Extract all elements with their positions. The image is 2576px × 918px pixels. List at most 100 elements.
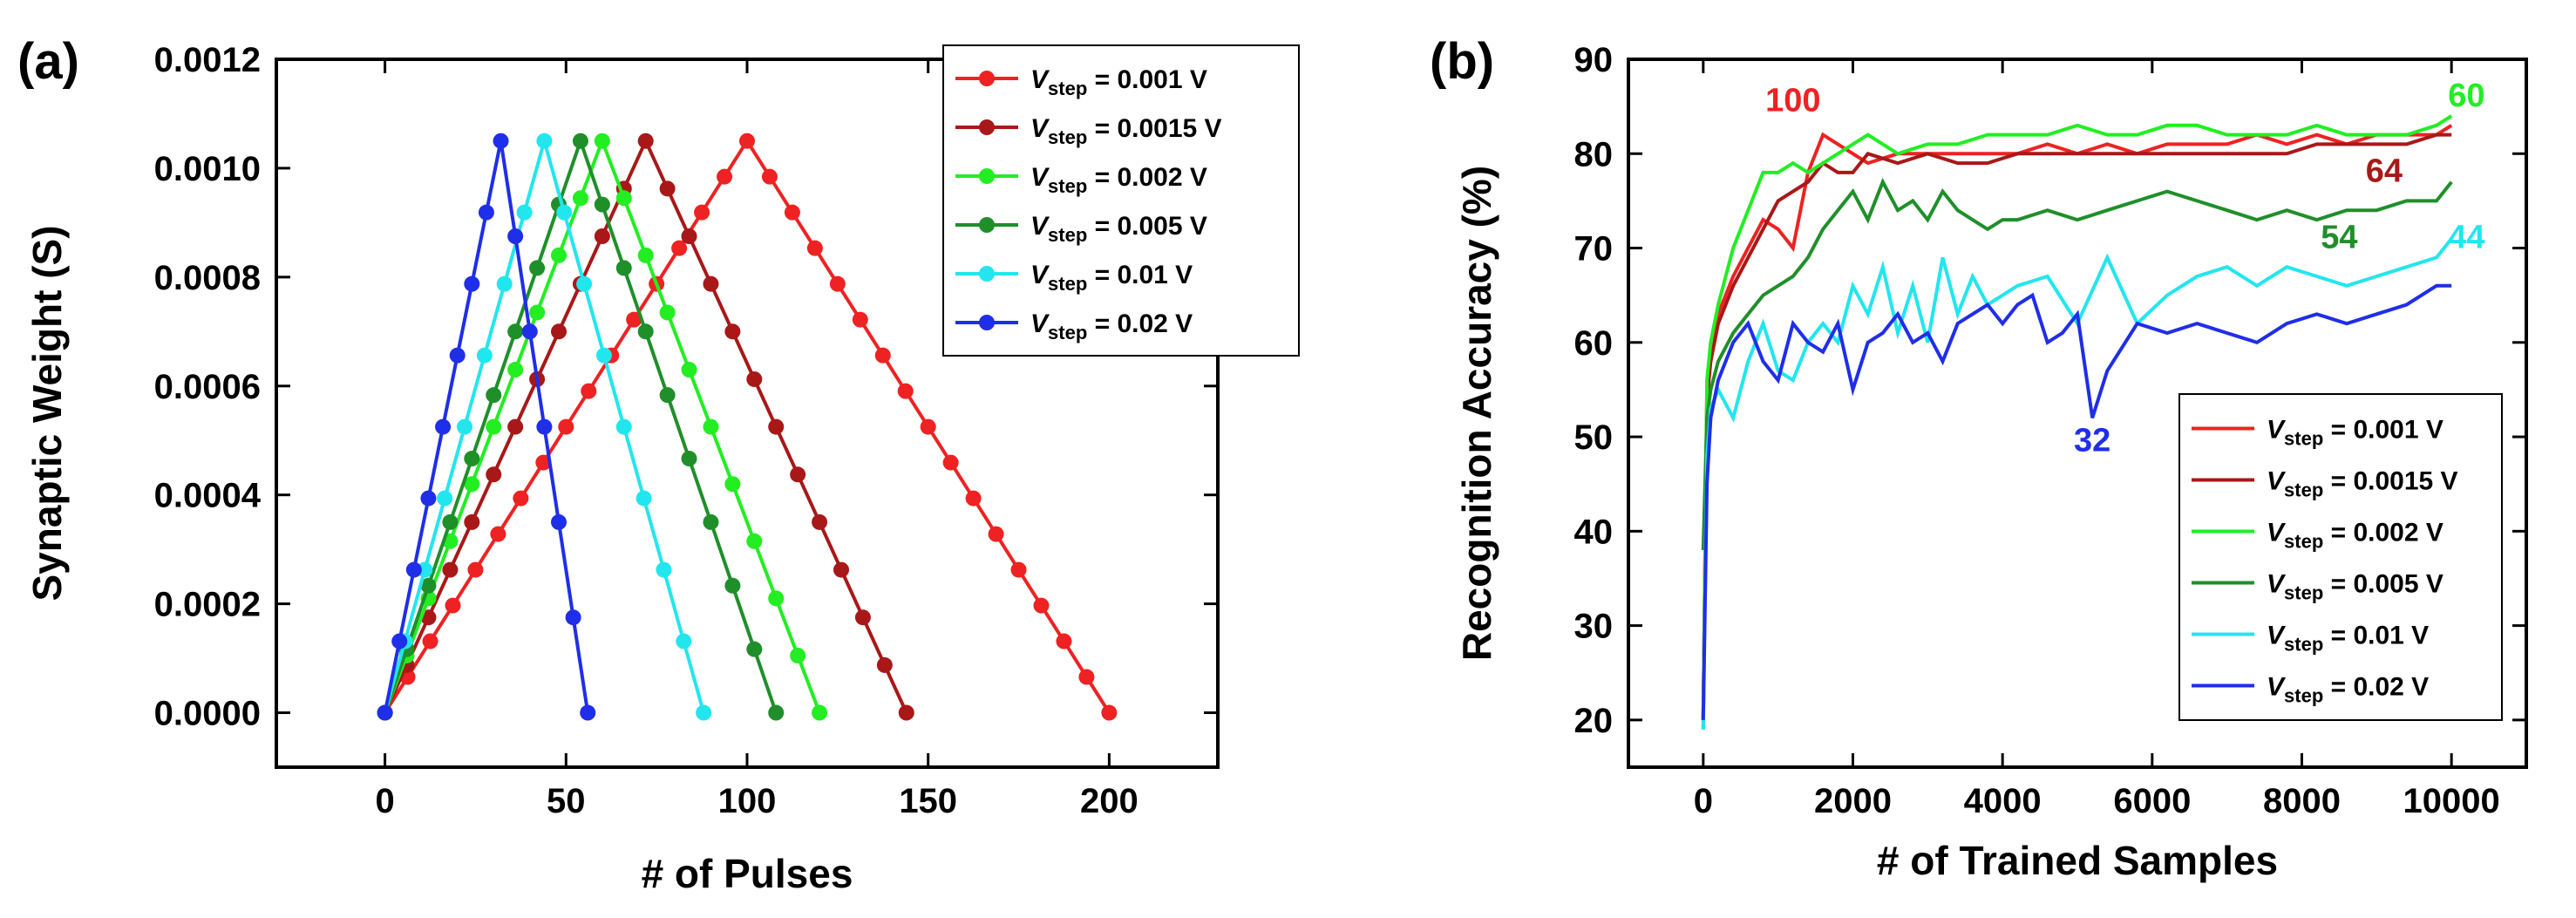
panel-a-x-tick-label: 100 [718, 782, 777, 820]
data-point-0.0015 [703, 275, 719, 292]
panel-a: (a) 0 50 100 150 200 0.0000 0.0002 0.0004 0.0006… [17, 33, 1300, 896]
data-point-0.02 [493, 133, 509, 149]
data-point-0.0015 [898, 704, 914, 721]
data-point-0.02 [391, 633, 408, 649]
data-point-0.02 [449, 347, 466, 364]
data-point-0.01 [556, 204, 573, 221]
data-point-0.002 [572, 190, 588, 207]
panel-a-y-tick-label: 0.0010 [154, 150, 261, 188]
data-point-0.02 [536, 418, 553, 435]
data-point-0.01 [516, 204, 533, 221]
data-point-0.0015 [833, 561, 849, 578]
data-point-0.005 [659, 387, 676, 404]
data-point-0.001 [490, 526, 506, 542]
data-point-0.005 [703, 513, 719, 530]
panel-a-legend-label-0.01: Vstep = 0.01 V [1030, 261, 1193, 295]
panel-a-legend-label-0.001: Vstep = 0.001 V [1030, 65, 1207, 99]
data-point-0.02 [420, 490, 437, 507]
data-point-0.001 [988, 526, 1004, 542]
series-line-0.001 [1701, 124, 2453, 720]
data-point-0.002 [681, 362, 697, 378]
data-point-0.0015 [746, 371, 763, 387]
data-point-0.02 [435, 418, 452, 435]
data-point-0.005 [594, 196, 610, 213]
panel-b-y-tick-label: 90 [1574, 41, 1614, 79]
panel-b-label: (b) [1430, 33, 1494, 90]
data-point-0.01 [536, 133, 553, 149]
panel-a-y-tick-label: 0.0012 [154, 41, 261, 79]
data-point-0.001 [1101, 704, 1118, 721]
data-point-0.01 [656, 561, 672, 578]
series-line-0.005 [1701, 177, 2453, 551]
data-point-0.01 [595, 347, 612, 364]
data-point-0.0015 [594, 228, 610, 244]
data-point-0.001 [897, 383, 914, 399]
data-point-0.0015 [724, 323, 741, 340]
data-point-0.02 [551, 513, 567, 530]
data-point-0.001 [422, 633, 438, 649]
panel-a-legend-marker-0.005 [979, 217, 995, 233]
data-point-0.02 [377, 704, 393, 721]
data-point-0.0015 [768, 418, 785, 435]
panel-a-y-axis-label: Synaptic Weight (S) [24, 225, 70, 601]
data-point-0.001 [965, 490, 982, 507]
data-point-0.02 [565, 609, 581, 626]
data-point-0.002 [637, 247, 654, 263]
data-point-0.001 [1010, 561, 1027, 578]
panel-b-series [1701, 114, 2453, 730]
data-point-0.0015 [854, 609, 871, 626]
panel-b-ticks: 0 2000 4000 6000 8000 10000 20 30 40 50 60 70 80 90 [1574, 41, 2526, 820]
data-point-0.001 [467, 561, 484, 578]
series-line-0.02 [1701, 283, 2452, 720]
data-point-0.002 [615, 190, 632, 207]
panel-b-y-tick-label: 30 [1574, 608, 1614, 646]
data-point-0.002 [768, 590, 785, 607]
annotation-54: 54 [2321, 220, 2357, 256]
data-point-0.001 [761, 168, 778, 185]
data-point-0.01 [476, 347, 493, 364]
panel-b-legend-label-0.01: Vstep = 0.01 V [2267, 622, 2429, 656]
panel-b-x-tick-label: 0 [1694, 782, 1713, 820]
panel-a-y-tick-label: 0.0004 [154, 477, 262, 515]
panel-a-x-tick-label: 150 [899, 782, 957, 820]
data-point-0.0015 [442, 561, 459, 578]
series-line-0.002 [1701, 114, 2453, 730]
panel-b-y-tick-label: 70 [1574, 230, 1614, 269]
data-point-0.0015 [812, 513, 828, 530]
data-point-0.005 [486, 387, 502, 404]
data-point-0.002 [790, 647, 806, 663]
data-point-0.01 [696, 704, 712, 721]
data-point-0.0015 [876, 656, 893, 673]
data-point-0.002 [551, 247, 567, 263]
data-point-0.005 [724, 577, 741, 594]
panel-b-y-tick-label: 50 [1574, 418, 1614, 457]
panel-b-legend-label-0.02: Vstep = 0.02 V [2267, 673, 2429, 707]
data-point-0.002 [812, 704, 828, 721]
data-point-0.001 [1078, 669, 1095, 685]
data-point-0.0015 [790, 466, 806, 483]
data-point-0.005 [768, 704, 785, 721]
data-point-0.005 [572, 133, 588, 149]
data-point-0.001 [558, 418, 574, 435]
panel-a-legend-marker-0.001 [979, 71, 995, 86]
data-point-0.01 [437, 490, 453, 507]
data-point-0.005 [637, 323, 654, 340]
data-point-0.01 [417, 561, 433, 578]
data-point-0.005 [442, 513, 459, 530]
data-point-0.01 [457, 418, 472, 435]
data-point-0.001 [942, 454, 959, 471]
panel-a-y-tick-label: 0.0000 [154, 695, 261, 733]
panel-b-legend-box [2178, 393, 2503, 721]
data-point-0.001 [1056, 633, 1072, 649]
panel-a-label: (a) [17, 33, 79, 90]
panel-a-x-tick-label: 200 [1080, 782, 1138, 820]
data-point-0.02 [478, 204, 494, 221]
data-point-0.001 [694, 204, 710, 221]
data-point-0.0015 [637, 133, 654, 149]
data-point-0.01 [636, 490, 652, 507]
data-point-0.02 [464, 275, 480, 292]
data-point-0.002 [486, 418, 502, 435]
panel-b-legend-label-0.001: Vstep = 0.001 V [2267, 416, 2443, 450]
data-point-0.0015 [486, 466, 502, 483]
data-point-0.0015 [659, 180, 676, 197]
